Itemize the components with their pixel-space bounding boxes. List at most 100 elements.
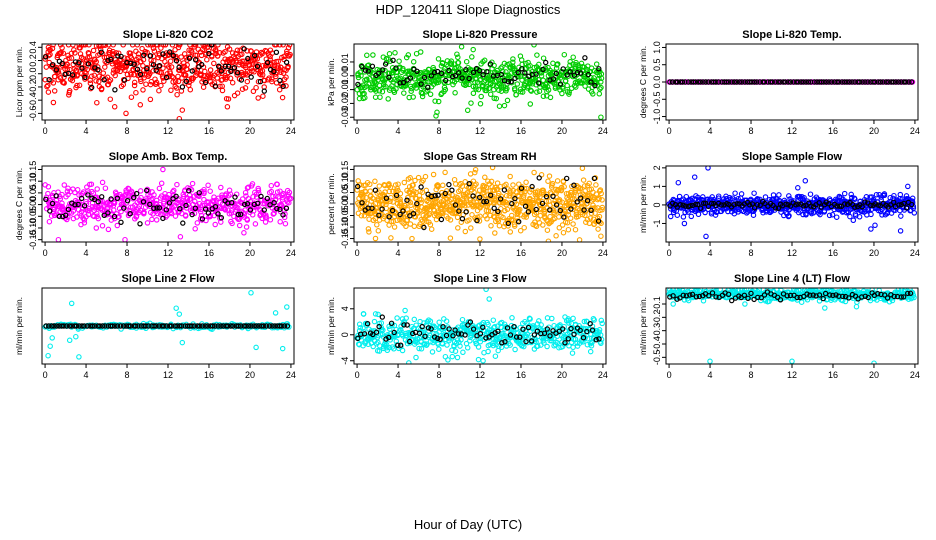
overlay-point [101, 77, 107, 83]
point [365, 226, 372, 232]
outlier-point [179, 107, 186, 113]
point [413, 354, 419, 361]
outlier-point [176, 115, 183, 120]
overlay-point [198, 61, 205, 68]
overlay-point [751, 79, 758, 85]
overlay-point [856, 79, 863, 85]
point [584, 69, 591, 75]
point [95, 215, 102, 222]
x-tick-label: 24 [910, 126, 920, 136]
point [388, 218, 395, 225]
overlay-point [91, 196, 98, 203]
point [570, 315, 576, 322]
point [597, 86, 603, 92]
point [559, 90, 565, 97]
overlay-point [283, 59, 290, 66]
overlay-point [780, 79, 786, 85]
point [807, 191, 814, 197]
x-tick-label: 20 [245, 126, 255, 136]
point [275, 63, 281, 69]
overlay-point [708, 200, 715, 207]
point [262, 219, 269, 225]
point [138, 78, 144, 85]
point [507, 187, 513, 194]
overlay-point [449, 73, 456, 80]
overlay-point [456, 208, 462, 214]
point [225, 96, 232, 102]
overlay-point [258, 193, 264, 200]
point [472, 169, 478, 176]
overlay-point [112, 323, 118, 329]
point [177, 44, 183, 48]
overlay-point [700, 79, 706, 85]
point [750, 212, 757, 218]
overlay-point [241, 201, 248, 208]
point [868, 211, 874, 218]
overlay-point [253, 323, 259, 329]
overlay-point [237, 323, 244, 329]
point [189, 180, 196, 187]
point [236, 222, 243, 229]
overlay-point [264, 195, 270, 202]
point [478, 93, 484, 100]
x-tick-label: 16 [516, 126, 526, 136]
point [428, 226, 435, 232]
outlier-point [897, 228, 904, 234]
point [164, 212, 170, 219]
x-tick-label: 24 [598, 126, 608, 136]
point [125, 185, 131, 192]
point [57, 44, 64, 48]
point [128, 55, 135, 61]
point [178, 54, 184, 60]
overlay-point [230, 323, 236, 329]
point [209, 53, 215, 60]
overlay-point [355, 335, 361, 342]
point [501, 102, 508, 109]
overlay-point [364, 321, 371, 327]
overlay-point [698, 205, 704, 211]
point [356, 95, 363, 102]
y-tick-label: 0.0 [652, 76, 662, 89]
point [593, 61, 600, 67]
outlier-point [76, 354, 82, 360]
point [501, 60, 508, 67]
overlay-point [49, 323, 55, 329]
overlay-point [101, 212, 107, 218]
point [52, 73, 58, 80]
point [367, 181, 373, 188]
overlay-point [88, 84, 95, 91]
point [102, 185, 109, 191]
point [508, 212, 515, 219]
overlay-point [870, 79, 876, 85]
overlay-point [180, 220, 186, 226]
point [588, 210, 595, 216]
overlay-point [225, 323, 231, 329]
overlay-point [168, 323, 175, 329]
point [243, 224, 250, 230]
overlay-point [795, 201, 801, 207]
x-tick-label: 8 [125, 126, 130, 136]
overlay-point [176, 64, 182, 71]
point [161, 78, 167, 84]
point [865, 206, 871, 212]
overlay-point [909, 201, 915, 208]
point [459, 316, 466, 323]
point [60, 50, 67, 56]
data-points [666, 79, 916, 85]
point [402, 307, 408, 314]
point [843, 209, 850, 216]
overlay-point [487, 61, 494, 67]
point [486, 85, 492, 92]
overlay-point [849, 79, 855, 85]
point [521, 192, 527, 198]
point [803, 212, 809, 218]
point [157, 211, 164, 218]
overlay-point [205, 210, 212, 216]
overlay-point [674, 79, 681, 85]
point [61, 182, 68, 188]
point [488, 223, 494, 229]
y-axis-label: ml/min per min. [14, 297, 24, 355]
point [259, 68, 266, 74]
overlay-point [772, 79, 779, 85]
point [45, 184, 52, 190]
